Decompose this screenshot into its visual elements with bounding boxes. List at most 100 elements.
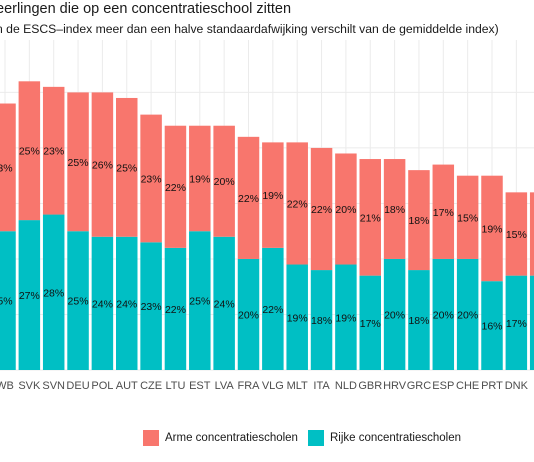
bar-arme-S <box>529 192 534 276</box>
tick-ITA: ITA <box>313 380 330 392</box>
tick-CHE: CHE <box>456 380 479 392</box>
legend-item-arme: Arme concentratiescholen <box>143 430 298 446</box>
tick-LTU: LTU <box>165 380 185 392</box>
label-arme-GRC: 18% <box>408 215 429 227</box>
chart-subtitle: n de ESCS–index meer dan een halve stand… <box>0 22 499 36</box>
label-rijke-WB: 5% <box>0 296 13 308</box>
bar-rijke-EST <box>189 231 211 370</box>
bars <box>0 81 534 370</box>
bar-arme-VLG <box>262 142 284 248</box>
legend-label-arme: Arme concentratiescholen <box>165 432 298 444</box>
tick-GBR: GBR <box>358 380 382 392</box>
label-rijke-NLD: 19% <box>335 312 356 324</box>
tick-CZE: CZE <box>140 380 162 392</box>
bar-rijke-ESP <box>432 258 455 370</box>
bar-arme-SVK <box>18 81 41 221</box>
bar-rijke-ITA <box>310 270 333 370</box>
bar-arme-MLT <box>286 142 308 265</box>
bar-rijke-HRV <box>383 258 406 370</box>
legend: Arme concentratiescholen Rijke concentra… <box>143 430 471 446</box>
label-rijke-FRA: 20% <box>238 309 259 321</box>
label-rijke-VLG: 22% <box>262 304 283 316</box>
x-tick-labels: WB SVK SVN DEU POL AUT CZE LTU EST LVA FRA VLG MLT IT… <box>0 380 529 392</box>
label-rijke-ESP: 20% <box>433 309 454 321</box>
bar-arme-HRV <box>383 159 406 259</box>
bar-rijke-DEU <box>67 231 89 370</box>
tick-NLD: NLD <box>335 380 357 392</box>
bar-rijke-VLG <box>262 247 284 370</box>
bar-arme-LTU <box>164 125 187 248</box>
legend-item-rijke: Rijke concentratiescholen <box>307 430 462 446</box>
bar-arme-GRC <box>408 170 430 271</box>
tick-WB: WB <box>0 380 14 392</box>
bar-rijke-S <box>529 275 534 370</box>
label-arme-ITA: 22% <box>311 204 332 216</box>
label-rijke-DEU: 25% <box>68 296 89 308</box>
bar-arme-LVA <box>213 125 235 237</box>
bar-rijke-SVN <box>42 214 65 370</box>
label-arme-SVK: 25% <box>19 146 40 158</box>
label-rijke-PRT: 16% <box>481 321 502 333</box>
label-rijke-MLT: 19% <box>287 312 308 324</box>
tick-MLT: MLT <box>287 380 308 392</box>
label-rijke-SVN: 28% <box>43 287 64 299</box>
tick-EST: EST <box>189 380 211 392</box>
label-rijke-CHE: 20% <box>457 309 478 321</box>
bar-rijke-WB <box>0 231 16 370</box>
tick-GRC: GRC <box>407 380 432 392</box>
bar-rijke-POL <box>91 236 114 370</box>
bar-arme-POL <box>91 92 114 237</box>
label-rijke-LVA: 24% <box>214 298 235 310</box>
bar-rijke-DNK <box>505 275 528 370</box>
bar-arme-SVN <box>42 86 65 215</box>
label-arme-LTU: 22% <box>165 182 186 194</box>
bar-rijke-CHE <box>456 258 479 370</box>
label-rijke-LTU: 22% <box>165 304 186 316</box>
bar-rijke-PRT <box>481 281 503 370</box>
label-arme-EST: 19% <box>189 173 210 185</box>
label-arme-SVN: 23% <box>43 146 64 158</box>
bar-rijke-GBR <box>359 275 381 370</box>
bar-rijke-SVK <box>18 220 41 370</box>
bar-arme-FRA <box>237 136 260 259</box>
bar-rijke-LVA <box>213 236 235 370</box>
label-rijke-EST: 25% <box>189 296 210 308</box>
bar-arme-PRT <box>481 175 503 282</box>
bar-arme-DNK <box>505 192 528 276</box>
label-rijke-ITA: 18% <box>311 315 332 327</box>
tick-ESP: ESP <box>432 380 454 392</box>
label-arme-VLG: 19% <box>262 190 283 202</box>
bar-arme-DEU <box>67 92 89 232</box>
label-arme-LVA: 20% <box>214 176 235 188</box>
bar-rijke-CZE <box>140 242 162 370</box>
tick-VLG: VLG <box>262 380 284 392</box>
bar-rijke-AUT <box>116 236 138 370</box>
bar-arme-NLD <box>335 153 357 265</box>
tick-LVA: LVA <box>215 380 235 392</box>
tick-SVK: SVK <box>18 380 41 392</box>
label-rijke-AUT: 24% <box>116 298 137 310</box>
legend-swatch-arme <box>143 430 159 446</box>
label-arme-CHE: 15% <box>457 212 478 224</box>
label-arme-GBR: 21% <box>360 212 381 224</box>
label-arme-CZE: 23% <box>141 173 162 185</box>
bar-rijke-NLD <box>335 264 357 370</box>
tick-AUT: AUT <box>116 380 138 392</box>
bar-arme-ESP <box>432 164 455 259</box>
bar-rijke-LTU <box>164 247 187 370</box>
label-rijke-SVK: 27% <box>19 290 40 302</box>
label-arme-POL: 26% <box>92 160 113 172</box>
bar-rijke-FRA <box>237 258 260 370</box>
label-rijke-GRC: 18% <box>408 315 429 327</box>
label-rijke-GBR: 17% <box>360 318 381 330</box>
label-rijke-HRV: 20% <box>384 309 405 321</box>
tick-DNK: DNK <box>505 380 529 392</box>
legend-label-rijke: Rijke concentratiescholen <box>329 432 462 444</box>
label-arme-PRT: 19% <box>481 223 502 235</box>
label-rijke-CZE: 23% <box>141 301 162 313</box>
tick-HRV: HRV <box>383 380 407 392</box>
tick-FRA: FRA <box>238 380 261 392</box>
tick-POL: POL <box>91 380 113 392</box>
label-arme-ESP: 17% <box>433 207 454 219</box>
